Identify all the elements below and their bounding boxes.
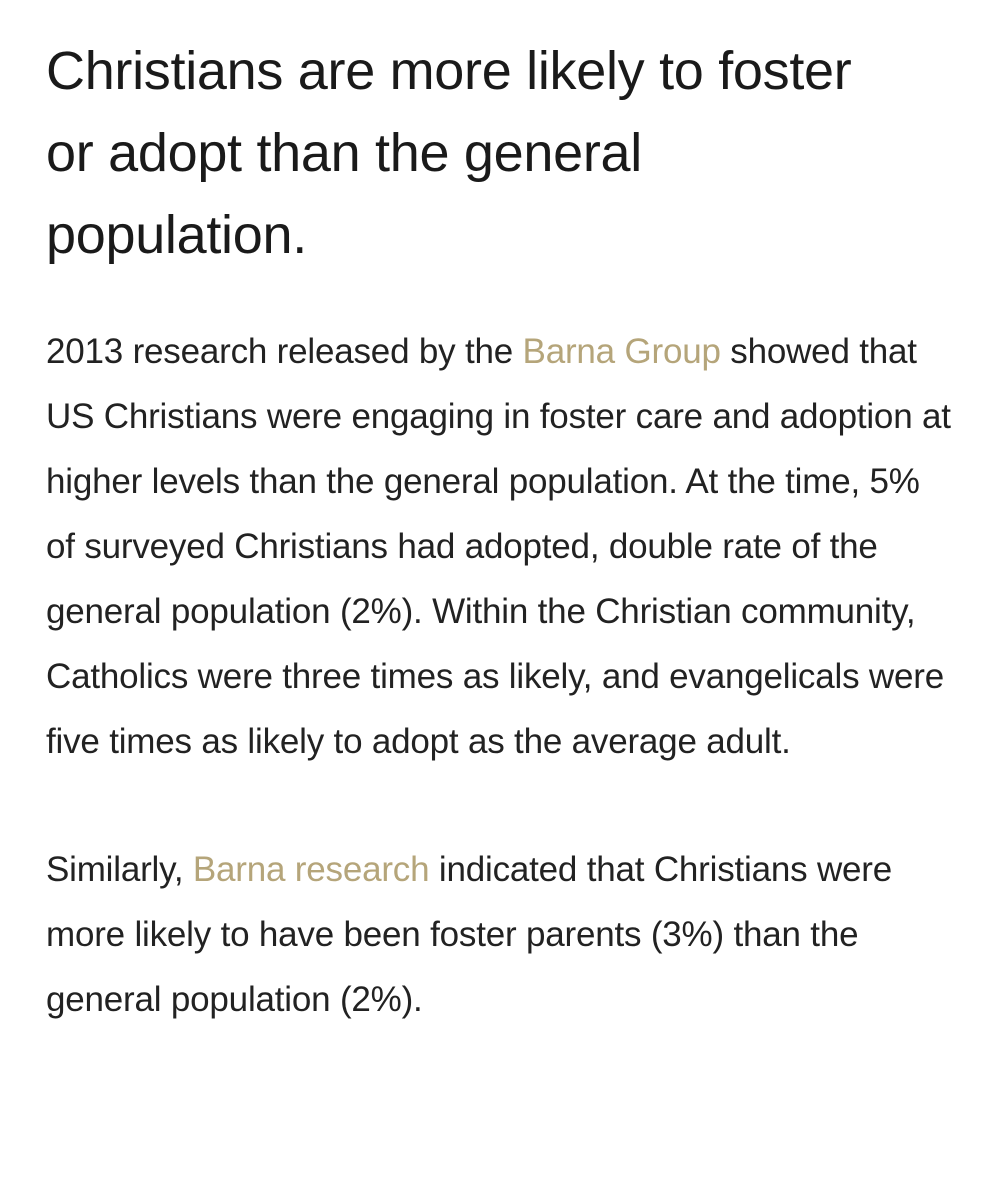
paragraph-1-text-start: 2013 research released by the: [46, 332, 523, 371]
article-paragraph-1: 2013 research released by the Barna Grou…: [46, 319, 956, 774]
paragraph-2-text-end: indicated that Christians were more like…: [46, 850, 893, 1019]
paragraph-2-text-start: Similarly,: [46, 850, 193, 889]
article: Christians are more likely to foster or …: [46, 30, 956, 1032]
paragraph-1-text-end: showed that US Christians were engaging …: [46, 332, 951, 761]
barna-group-link[interactable]: Barna Group: [522, 332, 721, 371]
barna-research-link[interactable]: Barna research: [192, 850, 430, 889]
article-paragraph-2: Similarly, Barna research indicated that…: [46, 837, 956, 1032]
article-headline: Christians are more likely to foster or …: [46, 41, 852, 265]
